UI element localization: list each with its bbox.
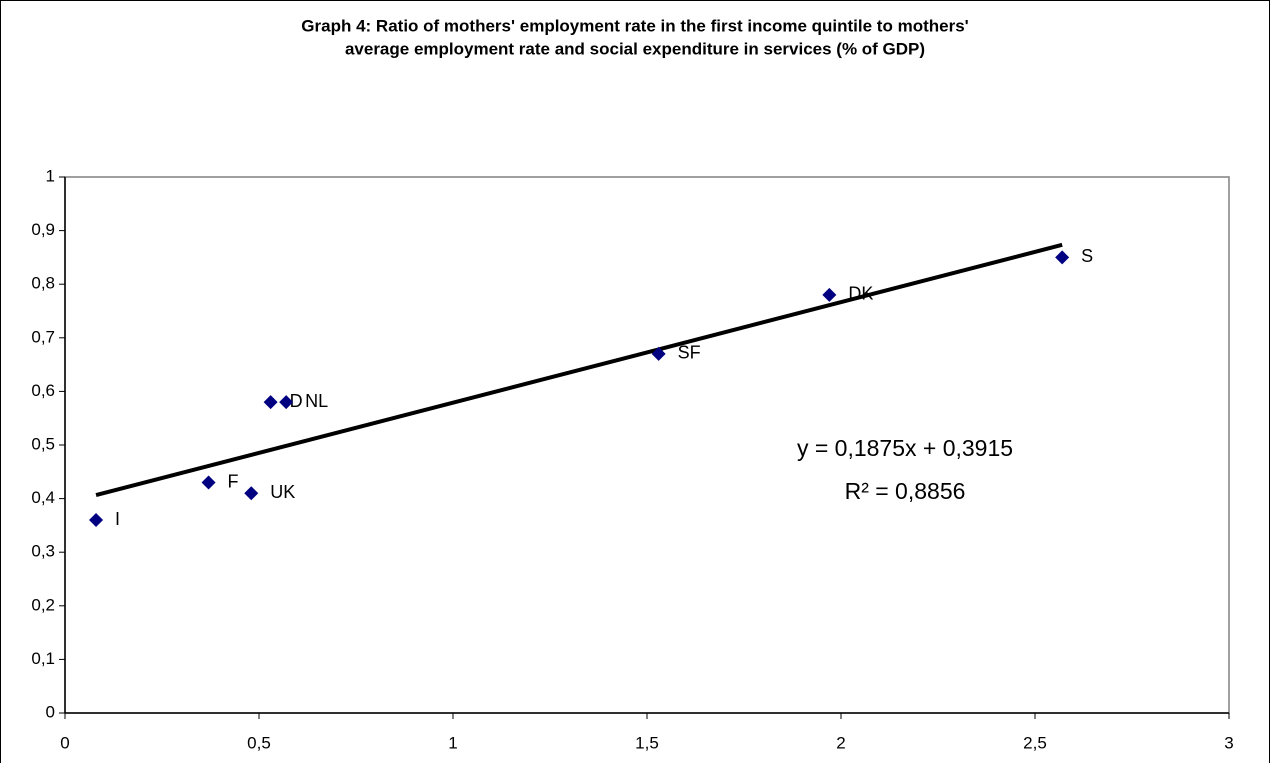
point xyxy=(822,287,837,302)
point-label: I xyxy=(115,509,120,529)
chart-title: Graph 4: Ratio of mothers' employment ra… xyxy=(301,16,968,35)
y-tick-label: 0 xyxy=(46,702,55,721)
y-tick-label: 0,4 xyxy=(31,488,55,507)
point-label: F xyxy=(228,471,239,491)
x-tick-label: 3 xyxy=(1224,733,1233,752)
point-label: SF xyxy=(678,343,701,363)
y-tick-label: 0,6 xyxy=(31,381,55,400)
point-label: UK xyxy=(270,482,295,502)
trendline-equation: y = 0,1875x + 0,3915 xyxy=(797,435,1013,461)
y-tick-label: 0,1 xyxy=(31,649,55,668)
point-label: NL xyxy=(305,391,328,411)
y-tick-label: 0,7 xyxy=(31,327,55,346)
point-label: DK xyxy=(848,284,873,304)
x-tick-label: 1,5 xyxy=(635,733,659,752)
point xyxy=(244,486,259,501)
y-tick-label: 0,2 xyxy=(31,595,55,614)
point xyxy=(651,346,666,361)
trendline xyxy=(95,242,1063,498)
y-tick-label: 0,8 xyxy=(31,274,55,293)
y-tick-label: 0,9 xyxy=(31,220,55,239)
point xyxy=(279,395,294,410)
plot-area xyxy=(64,176,1230,714)
y-tick-label: 0,5 xyxy=(31,434,55,453)
point xyxy=(201,475,216,490)
point-label: D xyxy=(290,391,303,411)
y-tick-label: 0,3 xyxy=(31,542,55,561)
x-tick-label: 1 xyxy=(448,733,457,752)
x-tick-label: 0 xyxy=(60,733,69,752)
x-tick-label: 2 xyxy=(836,733,845,752)
point xyxy=(1055,250,1070,265)
chart-title: average employment rate and social expen… xyxy=(345,39,925,58)
y-tick-label: 1 xyxy=(46,166,55,185)
point-label: S xyxy=(1081,246,1093,266)
point xyxy=(263,395,278,410)
x-tick-label: 0,5 xyxy=(247,733,271,752)
point xyxy=(89,513,104,528)
trendline-r2: R² = 0,8856 xyxy=(845,478,966,504)
x-tick-label: 2,5 xyxy=(1023,733,1047,752)
